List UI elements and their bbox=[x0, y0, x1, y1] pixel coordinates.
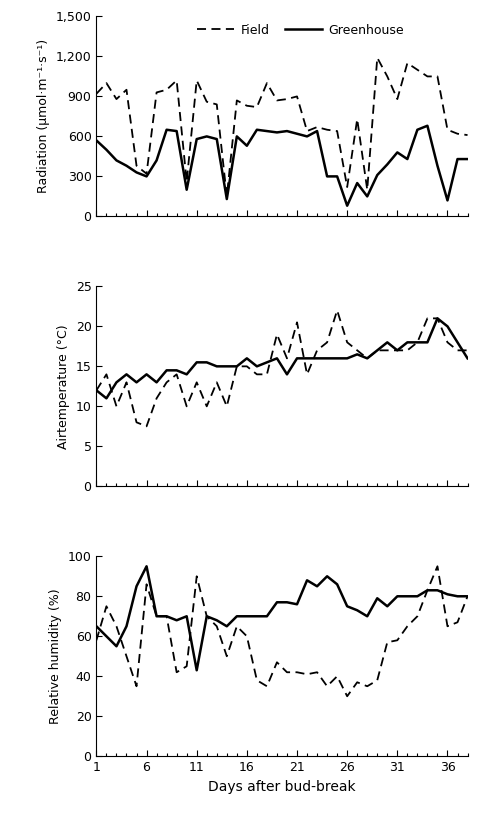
Y-axis label: Relative humidity (%): Relative humidity (%) bbox=[49, 589, 62, 724]
Greenhouse bbox=[274, 127, 280, 137]
Field bbox=[144, 169, 149, 178]
Field bbox=[394, 95, 400, 104]
Greenhouse bbox=[123, 161, 129, 171]
Field bbox=[444, 125, 450, 135]
Field bbox=[375, 53, 380, 62]
Field bbox=[364, 185, 370, 195]
Greenhouse bbox=[254, 125, 260, 135]
Field bbox=[254, 102, 260, 112]
Greenhouse bbox=[194, 134, 200, 144]
Field bbox=[304, 126, 310, 136]
Field bbox=[224, 192, 230, 201]
Field bbox=[134, 161, 139, 171]
Greenhouse bbox=[294, 129, 300, 139]
Field bbox=[174, 76, 179, 85]
Y-axis label: Airtemperature (°C): Airtemperature (°C) bbox=[57, 324, 70, 449]
Greenhouse bbox=[455, 155, 460, 164]
Field bbox=[194, 76, 200, 85]
Legend: Field, Greenhouse: Field, Greenhouse bbox=[192, 19, 409, 42]
Greenhouse bbox=[154, 155, 160, 165]
Field bbox=[354, 114, 360, 124]
Greenhouse bbox=[104, 145, 109, 155]
Greenhouse bbox=[244, 141, 250, 150]
Greenhouse bbox=[444, 196, 450, 206]
Greenhouse bbox=[394, 147, 400, 157]
Greenhouse bbox=[304, 132, 310, 141]
Field bbox=[94, 89, 99, 99]
Field bbox=[234, 95, 240, 105]
Greenhouse bbox=[404, 155, 410, 164]
Field bbox=[314, 122, 320, 132]
X-axis label: Days after bud-break: Days after bud-break bbox=[208, 779, 356, 794]
Field bbox=[244, 101, 250, 111]
Line: Greenhouse: Greenhouse bbox=[96, 126, 468, 206]
Field bbox=[344, 182, 350, 192]
Greenhouse bbox=[214, 134, 220, 144]
Greenhouse bbox=[144, 172, 149, 182]
Field bbox=[404, 58, 410, 68]
Greenhouse bbox=[114, 155, 120, 165]
Field bbox=[264, 78, 270, 88]
Greenhouse bbox=[415, 125, 420, 135]
Field bbox=[104, 78, 109, 88]
Greenhouse bbox=[425, 121, 430, 131]
Greenhouse bbox=[364, 192, 370, 201]
Field bbox=[123, 85, 129, 95]
Field bbox=[334, 126, 340, 136]
Field bbox=[415, 65, 420, 75]
Greenhouse bbox=[354, 178, 360, 188]
Field bbox=[324, 125, 330, 135]
Greenhouse bbox=[324, 172, 330, 182]
Field bbox=[274, 95, 280, 105]
Greenhouse bbox=[375, 170, 380, 180]
Greenhouse bbox=[264, 126, 270, 136]
Field bbox=[154, 87, 160, 97]
Greenhouse bbox=[134, 168, 139, 178]
Y-axis label: Radiation (μmol·m⁻¹·s⁻¹): Radiation (μmol·m⁻¹·s⁻¹) bbox=[37, 39, 50, 193]
Field bbox=[425, 72, 430, 81]
Greenhouse bbox=[344, 201, 350, 210]
Field bbox=[114, 95, 120, 104]
Greenhouse bbox=[94, 136, 99, 145]
Field bbox=[164, 85, 170, 95]
Greenhouse bbox=[385, 159, 390, 169]
Field bbox=[184, 177, 189, 187]
Greenhouse bbox=[164, 125, 170, 135]
Greenhouse bbox=[435, 161, 441, 171]
Field bbox=[284, 95, 290, 104]
Field bbox=[455, 129, 460, 139]
Greenhouse bbox=[234, 132, 240, 141]
Greenhouse bbox=[174, 126, 179, 136]
Greenhouse bbox=[204, 132, 210, 141]
Greenhouse bbox=[224, 194, 230, 204]
Field bbox=[204, 97, 210, 107]
Field bbox=[435, 72, 441, 81]
Field bbox=[294, 91, 300, 101]
Greenhouse bbox=[465, 155, 470, 164]
Field bbox=[465, 130, 470, 140]
Greenhouse bbox=[184, 185, 189, 195]
Field bbox=[385, 72, 390, 81]
Field bbox=[214, 99, 220, 109]
Line: Field: Field bbox=[96, 58, 468, 196]
Greenhouse bbox=[284, 126, 290, 136]
Greenhouse bbox=[334, 172, 340, 182]
Greenhouse bbox=[314, 126, 320, 136]
